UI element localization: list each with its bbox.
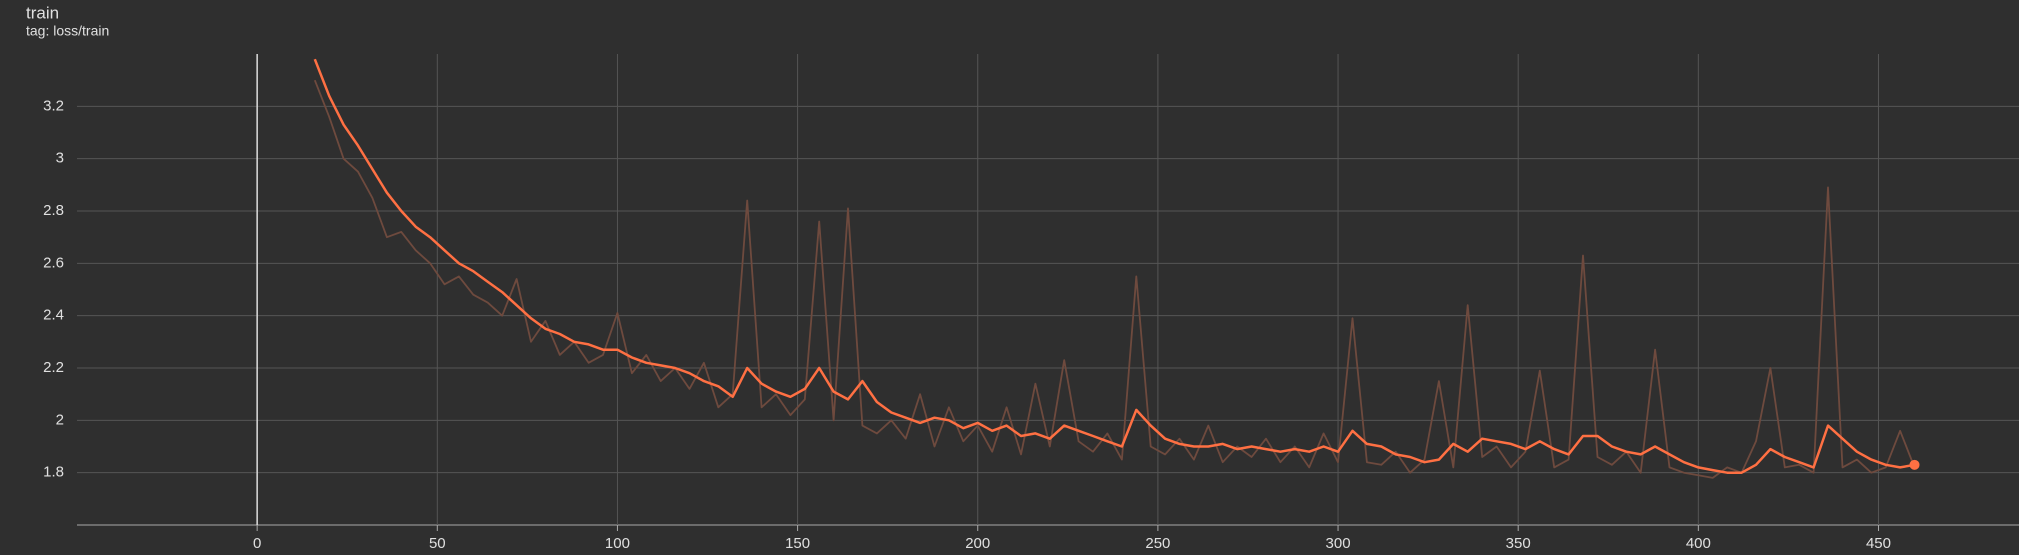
x-tick-label: 150 <box>785 535 810 552</box>
x-tick-label: 400 <box>1686 535 1711 552</box>
raw-line <box>313 79 1916 479</box>
y-tick-label: 2.6 <box>43 254 64 271</box>
y-tick-label: 3.2 <box>43 97 64 114</box>
end-point <box>1909 459 1920 470</box>
x-tick-label: 200 <box>965 535 990 552</box>
y-tick-label: 2.8 <box>43 202 64 219</box>
chart-subtitle: tag: loss/train <box>26 23 109 39</box>
x-tick-label: 100 <box>605 535 630 552</box>
x-tick-label: 250 <box>1145 535 1170 552</box>
y-tick-label: 2.2 <box>43 359 64 376</box>
x-tick-label: 0 <box>253 535 261 552</box>
x-tick-label: 50 <box>429 535 446 552</box>
y-tick-label: 2 <box>56 411 64 428</box>
smoothed-line <box>313 58 1915 474</box>
x-tick-label: 450 <box>1866 535 1891 552</box>
y-tick-label: 2.4 <box>43 307 64 324</box>
x-tick-label: 300 <box>1326 535 1351 552</box>
x-tick-label: 350 <box>1506 535 1531 552</box>
chart-title: train <box>26 3 59 22</box>
y-tick-label: 3 <box>56 150 64 167</box>
y-tick-label: 1.8 <box>43 464 64 481</box>
